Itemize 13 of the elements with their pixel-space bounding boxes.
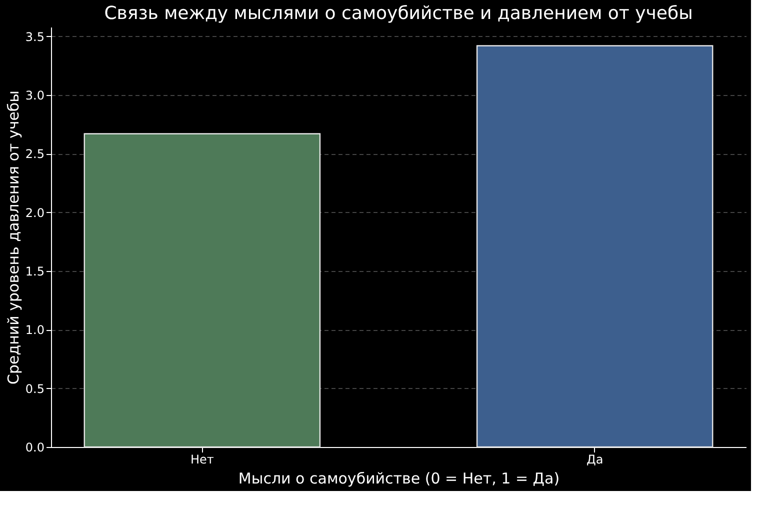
x-tick-label: Да: [586, 452, 604, 466]
y-tick-label: 3.0: [25, 88, 44, 103]
chart-title: Связь между мыслями о самоубийстве и давлением от учебы: [104, 3, 693, 24]
x-axis-title: Мысли о самоубийстве (0 = Нет, 1 = Да): [238, 470, 560, 488]
x-tick-label: Нет: [190, 452, 214, 466]
y-tick-label: 2.0: [25, 206, 44, 220]
y-tick-label: 2.5: [25, 147, 44, 162]
y-tick-label: 0.5: [25, 382, 44, 396]
y-tick-label: 1.5: [25, 264, 44, 279]
y-axis-title: Средний уровень давления от учебы: [4, 90, 22, 385]
y-tick-label: 3.5: [25, 30, 44, 44]
y-tick-label: 0.0: [25, 440, 44, 454]
y-tick-label: 1.0: [25, 323, 44, 338]
